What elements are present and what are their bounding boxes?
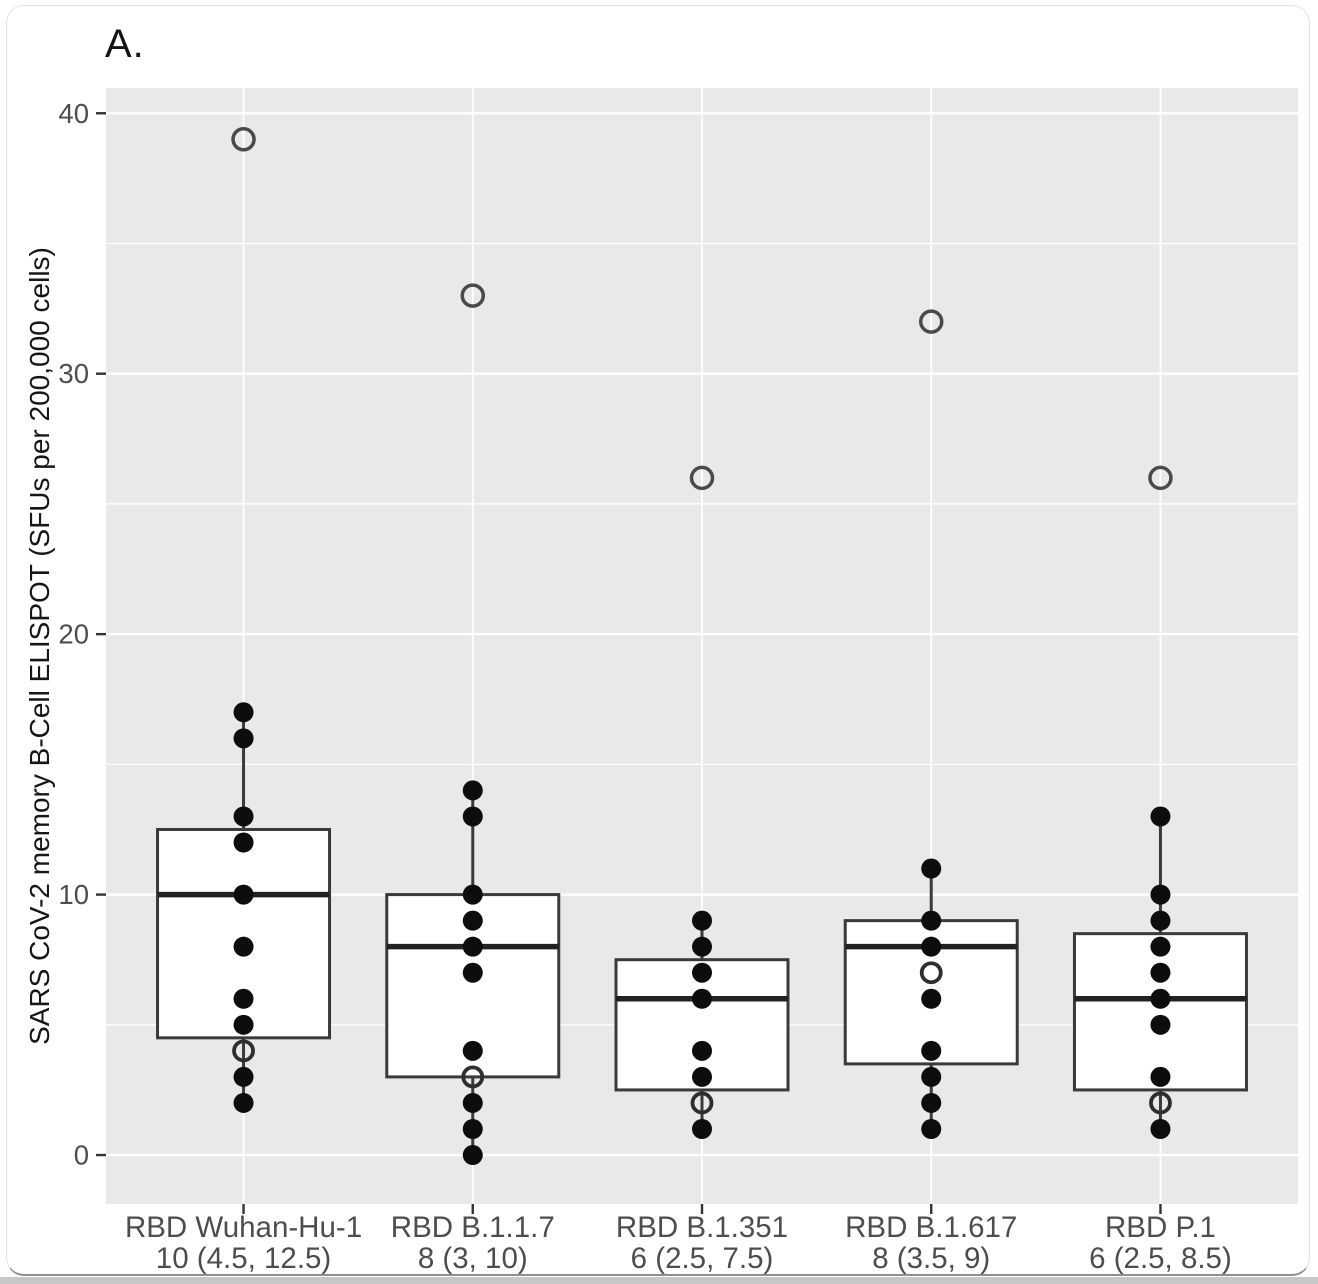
- data-point: [692, 936, 712, 957]
- x-tick-label-stats: 8 (3, 10): [418, 1242, 528, 1275]
- y-tick-label: 30: [58, 358, 89, 389]
- x-tick-label-name: RBD P.1: [1105, 1211, 1216, 1244]
- data-point: [462, 1040, 483, 1061]
- x-tick-label-stats: 10 (4.5, 12.5): [156, 1242, 331, 1275]
- x-tick-label-name: RBD Wuhan-Hu-1: [125, 1211, 362, 1244]
- data-point: [692, 1066, 712, 1087]
- data-point: [692, 1040, 712, 1061]
- data-point: [1150, 1118, 1171, 1139]
- data-point: [462, 806, 483, 827]
- data-point: [233, 1092, 254, 1113]
- x-tick-label-stats: 6 (2.5, 8.5): [1089, 1242, 1232, 1275]
- data-point: [921, 1066, 942, 1087]
- data-point: [921, 988, 942, 1009]
- data-point-open: [919, 961, 943, 985]
- data-point: [1150, 910, 1171, 931]
- data-point: [1150, 962, 1171, 983]
- data-point-open: [461, 1065, 485, 1089]
- data-point: [462, 962, 483, 983]
- data-point: [462, 884, 483, 905]
- data-point: [692, 988, 712, 1009]
- data-point: [233, 728, 254, 749]
- data-point: [1150, 936, 1171, 957]
- data-point: [462, 936, 483, 957]
- panel-label: A.: [105, 22, 145, 66]
- data-point: [233, 1014, 254, 1035]
- data-point: [692, 962, 712, 983]
- data-point: [462, 780, 483, 801]
- data-point-open: [690, 1091, 714, 1115]
- data-point-open: [232, 1039, 255, 1063]
- data-point: [233, 936, 254, 957]
- outlier-point: [1148, 465, 1173, 491]
- data-point: [462, 1145, 483, 1166]
- data-point: [233, 702, 254, 723]
- y-tick-label: 10: [58, 879, 89, 910]
- data-point: [233, 1066, 254, 1087]
- data-point: [1150, 988, 1171, 1009]
- x-tick-label-name: RBD B.1.617: [845, 1211, 1017, 1244]
- y-tick-label: 0: [74, 1140, 89, 1171]
- x-tick-label-name: RBD B.1.1.7: [391, 1211, 555, 1244]
- y-tick-label: 20: [58, 619, 89, 650]
- x-tick-label-name: RBD B.1.351: [616, 1211, 788, 1244]
- page-bottom-strip: [0, 1277, 1318, 1284]
- data-point: [921, 1092, 942, 1113]
- data-point: [1150, 1014, 1171, 1035]
- outlier-point: [231, 127, 256, 152]
- data-point: [921, 936, 942, 957]
- data-point: [921, 1118, 942, 1139]
- data-point: [233, 806, 254, 827]
- x-tick-label-stats: 6 (2.5, 7.5): [631, 1242, 774, 1275]
- data-point-open: [1149, 1091, 1172, 1115]
- outlier-point: [460, 283, 486, 308]
- boxplot-box: [1072, 932, 1248, 1092]
- data-point: [921, 910, 942, 931]
- data-point: [462, 1118, 483, 1139]
- data-point: [1150, 806, 1171, 827]
- data-point: [692, 1118, 712, 1139]
- data-point: [462, 1092, 483, 1113]
- data-point: [233, 884, 254, 905]
- y-tick-label: 40: [58, 98, 89, 129]
- data-point: [462, 910, 483, 931]
- data-point: [1150, 1066, 1171, 1087]
- x-tick-label-stats: 8 (3.5, 9): [872, 1242, 990, 1275]
- data-point: [1150, 884, 1171, 905]
- data-point: [921, 858, 942, 879]
- data-point: [692, 910, 712, 931]
- outlier-point: [689, 465, 715, 491]
- outlier-point: [918, 309, 944, 334]
- data-point: [233, 988, 254, 1009]
- data-point: [233, 832, 254, 853]
- data-point: [921, 1040, 942, 1061]
